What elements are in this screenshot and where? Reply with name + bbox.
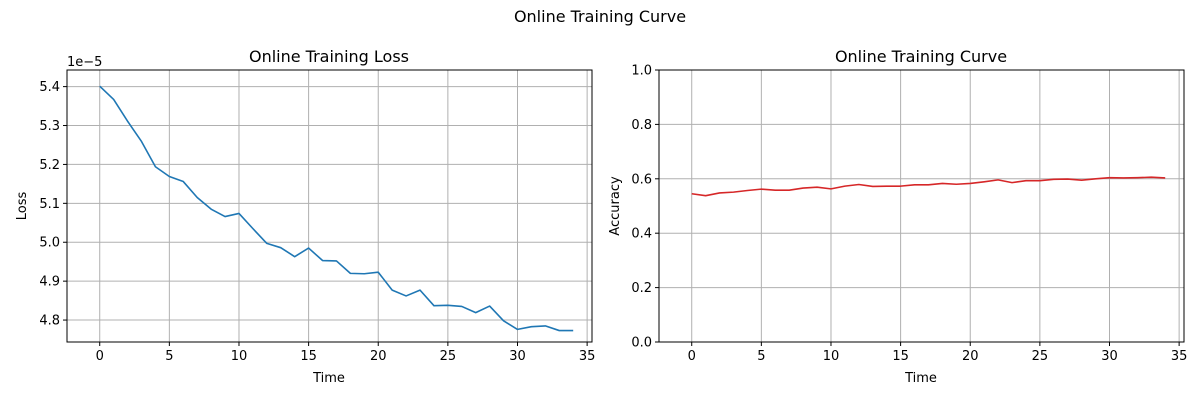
accuracy-chart-title: Online Training Curve <box>835 47 1007 66</box>
accuracy-chart-ylabel: Accuracy <box>608 176 623 236</box>
figure-suptitle: Online Training Curve <box>514 7 686 26</box>
loss-chart-ytick-label: 5.2 <box>39 158 60 173</box>
loss-chart-series-line <box>99 85 574 332</box>
accuracy-chart-xtick-label: 10 <box>823 349 840 364</box>
loss-chart-xtick-label: 10 <box>231 349 248 364</box>
loss-chart-ytick-label: 5.0 <box>39 236 60 251</box>
loss-chart-offset-text: 1e−5 <box>67 55 102 70</box>
loss-chart-xtick-label: 5 <box>165 349 173 364</box>
accuracy-chart-xtick-label: 0 <box>688 349 696 364</box>
loss-chart-ticks: 0 5 10 15 20 25 30 35 4.8 4.9 5.0 5.1 5.2 5.3 5.4 <box>39 80 595 364</box>
loss-chart-xlabel: Time <box>312 371 345 386</box>
accuracy-chart-ytick-label: 0.0 <box>631 336 652 351</box>
loss-chart-ytick-label: 5.4 <box>39 80 60 95</box>
accuracy-chart-grid <box>659 69 1184 343</box>
accuracy-chart-xlabel: Time <box>904 371 937 386</box>
accuracy-chart-ticks: 0 5 10 15 20 25 30 35 0.0 0.2 0.4 0.6 0.8 1.0 <box>631 64 1187 365</box>
loss-chart-xtick-label: 20 <box>370 349 387 364</box>
accuracy-chart-frame <box>658 69 1185 343</box>
loss-chart-ytick-label: 5.1 <box>39 197 60 212</box>
loss-chart-xtick-label: 35 <box>579 349 596 364</box>
accuracy-chart-series <box>691 176 1166 197</box>
accuracy-chart-xtick-label: 35 <box>1171 349 1188 364</box>
loss-chart: Online Training Loss 0 5 10 15 20 25 30 35 4.8 4.… <box>15 47 595 386</box>
accuracy-chart-ytick-label: 0.2 <box>631 281 652 296</box>
loss-chart-grid <box>67 70 592 342</box>
loss-chart-frame <box>66 69 593 343</box>
loss-chart-xtick-label: 30 <box>509 349 526 364</box>
accuracy-chart-ytick-label: 1.0 <box>631 64 652 79</box>
loss-chart-xtick-label: 0 <box>96 349 104 364</box>
accuracy-chart-ytick-label: 0.4 <box>631 227 652 242</box>
accuracy-chart: Online Training Curve 0 5 10 15 20 25 30 350.00… <box>608 47 1187 386</box>
loss-chart-xtick-label: 15 <box>300 349 317 364</box>
accuracy-chart-xtick-label: 25 <box>1032 349 1049 364</box>
accuracy-chart-ytick-label: 0.8 <box>631 118 652 133</box>
accuracy-chart-xtick-label: 15 <box>892 349 909 364</box>
accuracy-chart-ytick-label: 0.6 <box>631 172 652 187</box>
accuracy-chart-series-line <box>691 176 1166 197</box>
loss-chart-ytick-label: 4.9 <box>39 275 60 290</box>
loss-chart-ylabel: Loss <box>15 192 30 221</box>
loss-chart-title: Online Training Loss <box>249 47 409 66</box>
loss-chart-ytick-label: 5.3 <box>39 119 60 134</box>
loss-chart-series <box>99 85 574 332</box>
loss-chart-ytick-label: 4.8 <box>39 314 60 329</box>
loss-chart-xtick-label: 25 <box>440 349 457 364</box>
accuracy-chart-xtick-label: 30 <box>1101 349 1118 364</box>
accuracy-chart-xtick-label: 5 <box>757 349 765 364</box>
accuracy-chart-xtick-label: 20 <box>962 349 979 364</box>
